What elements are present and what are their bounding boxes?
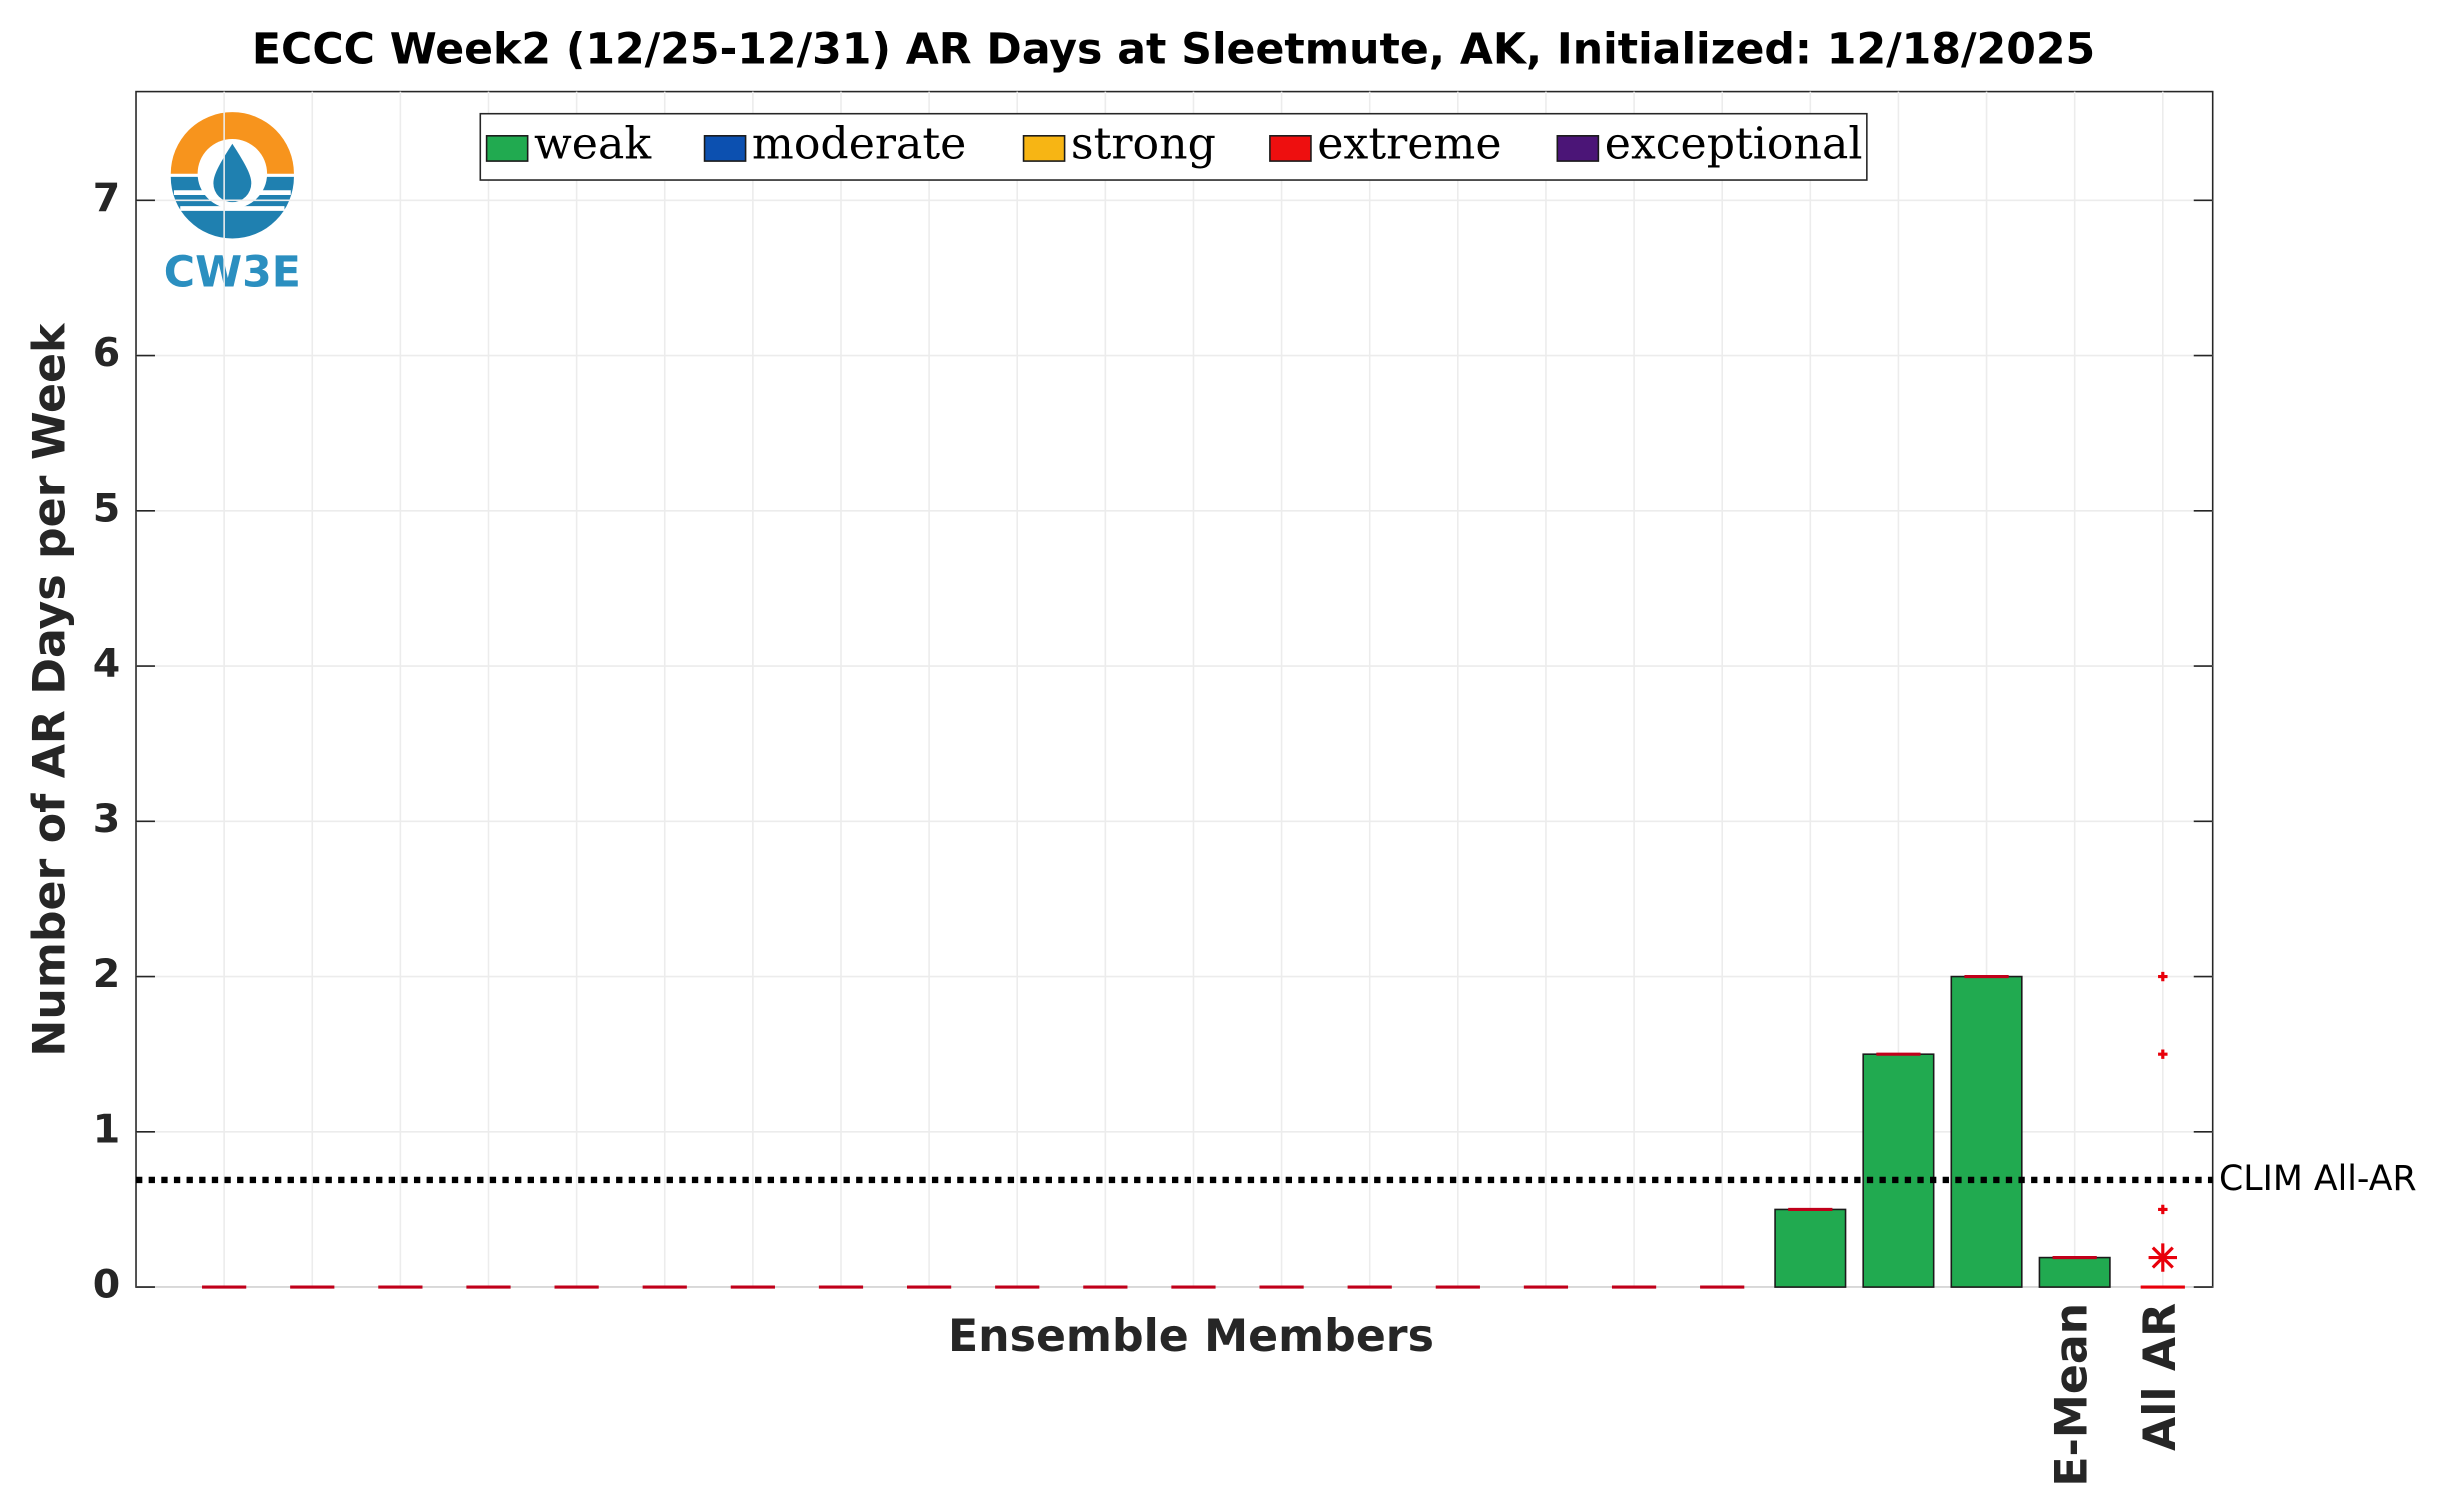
y-tick-label: 6: [93, 330, 120, 376]
y-tick-label: 3: [93, 796, 120, 842]
y-tick-label: 2: [93, 951, 120, 997]
y-tick-label: 4: [93, 641, 120, 687]
x-tick-label: E-Mean: [2047, 1303, 2098, 1487]
legend-swatch: [1022, 135, 1066, 162]
box-outlier: [2158, 1204, 2168, 1215]
box-outlier: [2158, 1049, 2168, 1059]
legend-swatch: [703, 135, 747, 162]
legend-swatch: [1269, 135, 1312, 162]
bar-segment: [1950, 975, 2023, 1288]
legend-swatch: [485, 135, 529, 162]
bar-segment: [1862, 1053, 1935, 1288]
legend-label: moderate: [752, 118, 966, 169]
reference-label: CLIM All-AR: [2219, 1159, 2417, 1199]
bar-segment: [1774, 1208, 1847, 1288]
logo-text: CW3E: [164, 247, 301, 297]
x-tick-label: All AR: [2135, 1303, 2186, 1451]
chart-title: ECCC Week2 (12/25-12/31) AR Days at Slee…: [252, 25, 2095, 75]
legend-swatch: [1556, 135, 1600, 162]
logo-drop: [213, 143, 252, 203]
legend: weak moderate strong extreme exceptional: [479, 112, 1868, 181]
legend-label: extreme: [1317, 118, 1501, 169]
x-axis-label: Ensemble Members: [948, 1311, 1434, 1362]
legend-label: exceptional: [1605, 118, 1863, 169]
box-mean: [2148, 1243, 2178, 1272]
legend-label: strong: [1071, 118, 1216, 169]
y-tick-label: 5: [93, 485, 120, 531]
box-outlier: [2158, 971, 2168, 982]
logo: CW3E: [164, 112, 301, 297]
y-tick-label: 0: [93, 1262, 120, 1308]
legend-label: weak: [534, 118, 652, 169]
y-tick-label: 7: [93, 175, 120, 221]
y-axis-label: Number of AR Days per Week: [24, 322, 75, 1057]
y-tick-label: 1: [93, 1106, 120, 1152]
bar-segment: [2038, 1256, 2111, 1288]
